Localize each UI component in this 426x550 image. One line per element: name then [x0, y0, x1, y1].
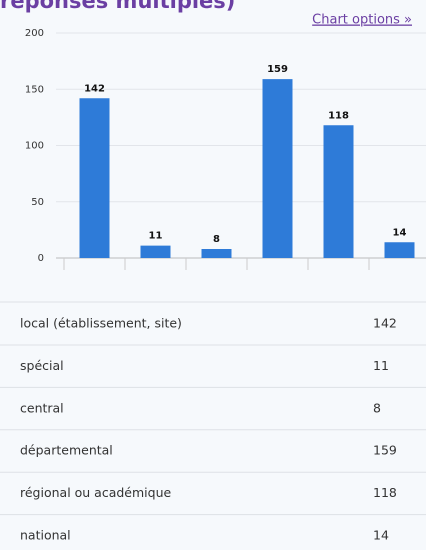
bar: [384, 242, 415, 258]
row-label: local (établissement, site): [20, 316, 182, 331]
bar: [323, 125, 354, 258]
y-tick-label: 50: [31, 197, 44, 208]
chart-options-link[interactable]: Chart options »: [312, 13, 412, 28]
value-label: 11: [149, 231, 163, 242]
value-label: 142: [84, 83, 105, 94]
row-value: 11: [373, 358, 389, 373]
row-value: 118: [373, 485, 397, 500]
row-label: départemental: [20, 443, 113, 458]
bar: [201, 249, 232, 258]
chart-title: réponses multiples): [0, 0, 235, 13]
row-value: 159: [373, 443, 397, 458]
value-label: 14: [393, 227, 407, 238]
bar: [140, 245, 171, 258]
row-label: central: [20, 400, 64, 415]
bar: [262, 79, 293, 258]
bar: [79, 98, 110, 258]
row-label: national: [20, 528, 71, 543]
value-label: 159: [267, 64, 288, 75]
row-value: 142: [373, 316, 397, 331]
y-tick-label: 0: [38, 253, 44, 264]
y-tick-label: 150: [25, 84, 44, 95]
row-value: 8: [373, 400, 381, 415]
y-tick-label: 100: [25, 141, 44, 152]
value-label: 118: [328, 110, 349, 121]
value-label: 8: [213, 234, 220, 245]
row-label: régional ou académique: [20, 485, 172, 500]
y-tick-label: 200: [25, 28, 44, 39]
row-label: spécial: [20, 358, 64, 373]
row-value: 14: [373, 528, 389, 543]
